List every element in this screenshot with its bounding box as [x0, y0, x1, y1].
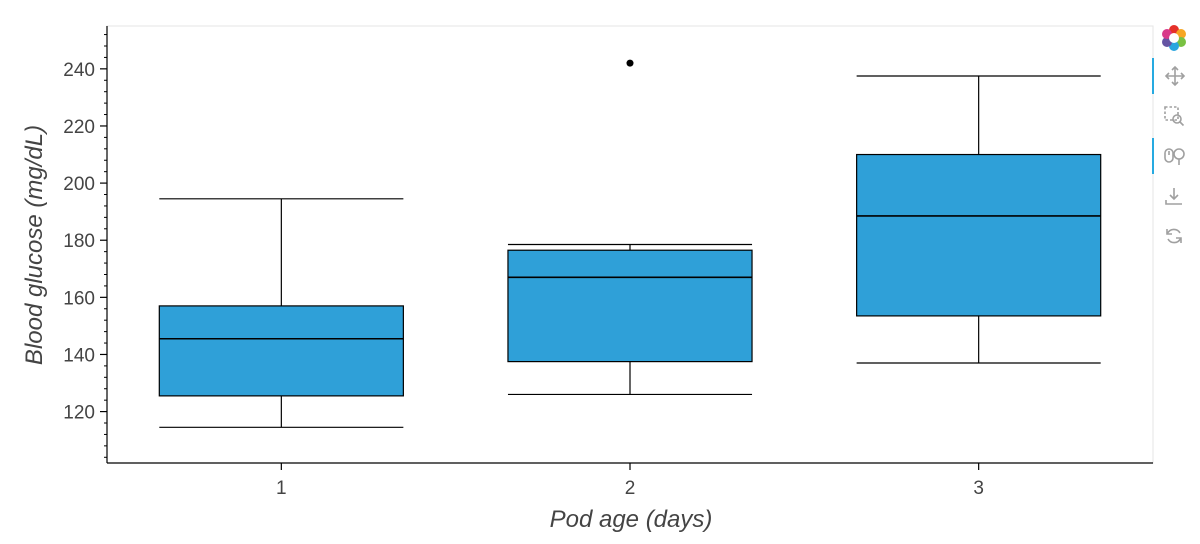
x-tick-label: 1	[276, 478, 287, 499]
y-axis: 120 140 160 180 200 220 240	[63, 26, 108, 463]
boxes-layer	[158, 59, 1102, 428]
box-group-3	[856, 75, 1102, 364]
reset-icon[interactable]	[1152, 218, 1196, 254]
y-tick-label: 240	[63, 60, 95, 81]
y-tick-label: 140	[63, 345, 95, 366]
box-iqr	[856, 153, 1102, 317]
y-tick-label: 200	[63, 174, 95, 195]
x-axis-title: Pod age (days)	[550, 506, 713, 533]
y-axis-title: Blood glucose (mg/dL)	[21, 125, 48, 365]
box-group-2	[507, 59, 753, 396]
x-tick-label: 2	[625, 478, 636, 499]
box-iqr	[158, 305, 404, 397]
wheel-zoom-icon[interactable]	[1152, 138, 1196, 174]
y-tick-label: 220	[63, 117, 95, 138]
x-tick-label: 3	[973, 478, 984, 499]
x-axis: 1 2 3	[107, 462, 1153, 499]
box-zoom-icon[interactable]	[1152, 98, 1196, 134]
pan-icon[interactable]	[1152, 58, 1196, 94]
save-icon[interactable]	[1152, 178, 1196, 214]
y-tick-label: 160	[63, 288, 95, 309]
outlier-point	[626, 59, 634, 67]
box-iqr	[507, 249, 753, 363]
bokeh-logo-icon[interactable]	[1152, 20, 1196, 56]
y-tick-label: 120	[63, 403, 95, 424]
box-group-1	[158, 198, 404, 428]
y-tick-label: 180	[63, 231, 95, 252]
